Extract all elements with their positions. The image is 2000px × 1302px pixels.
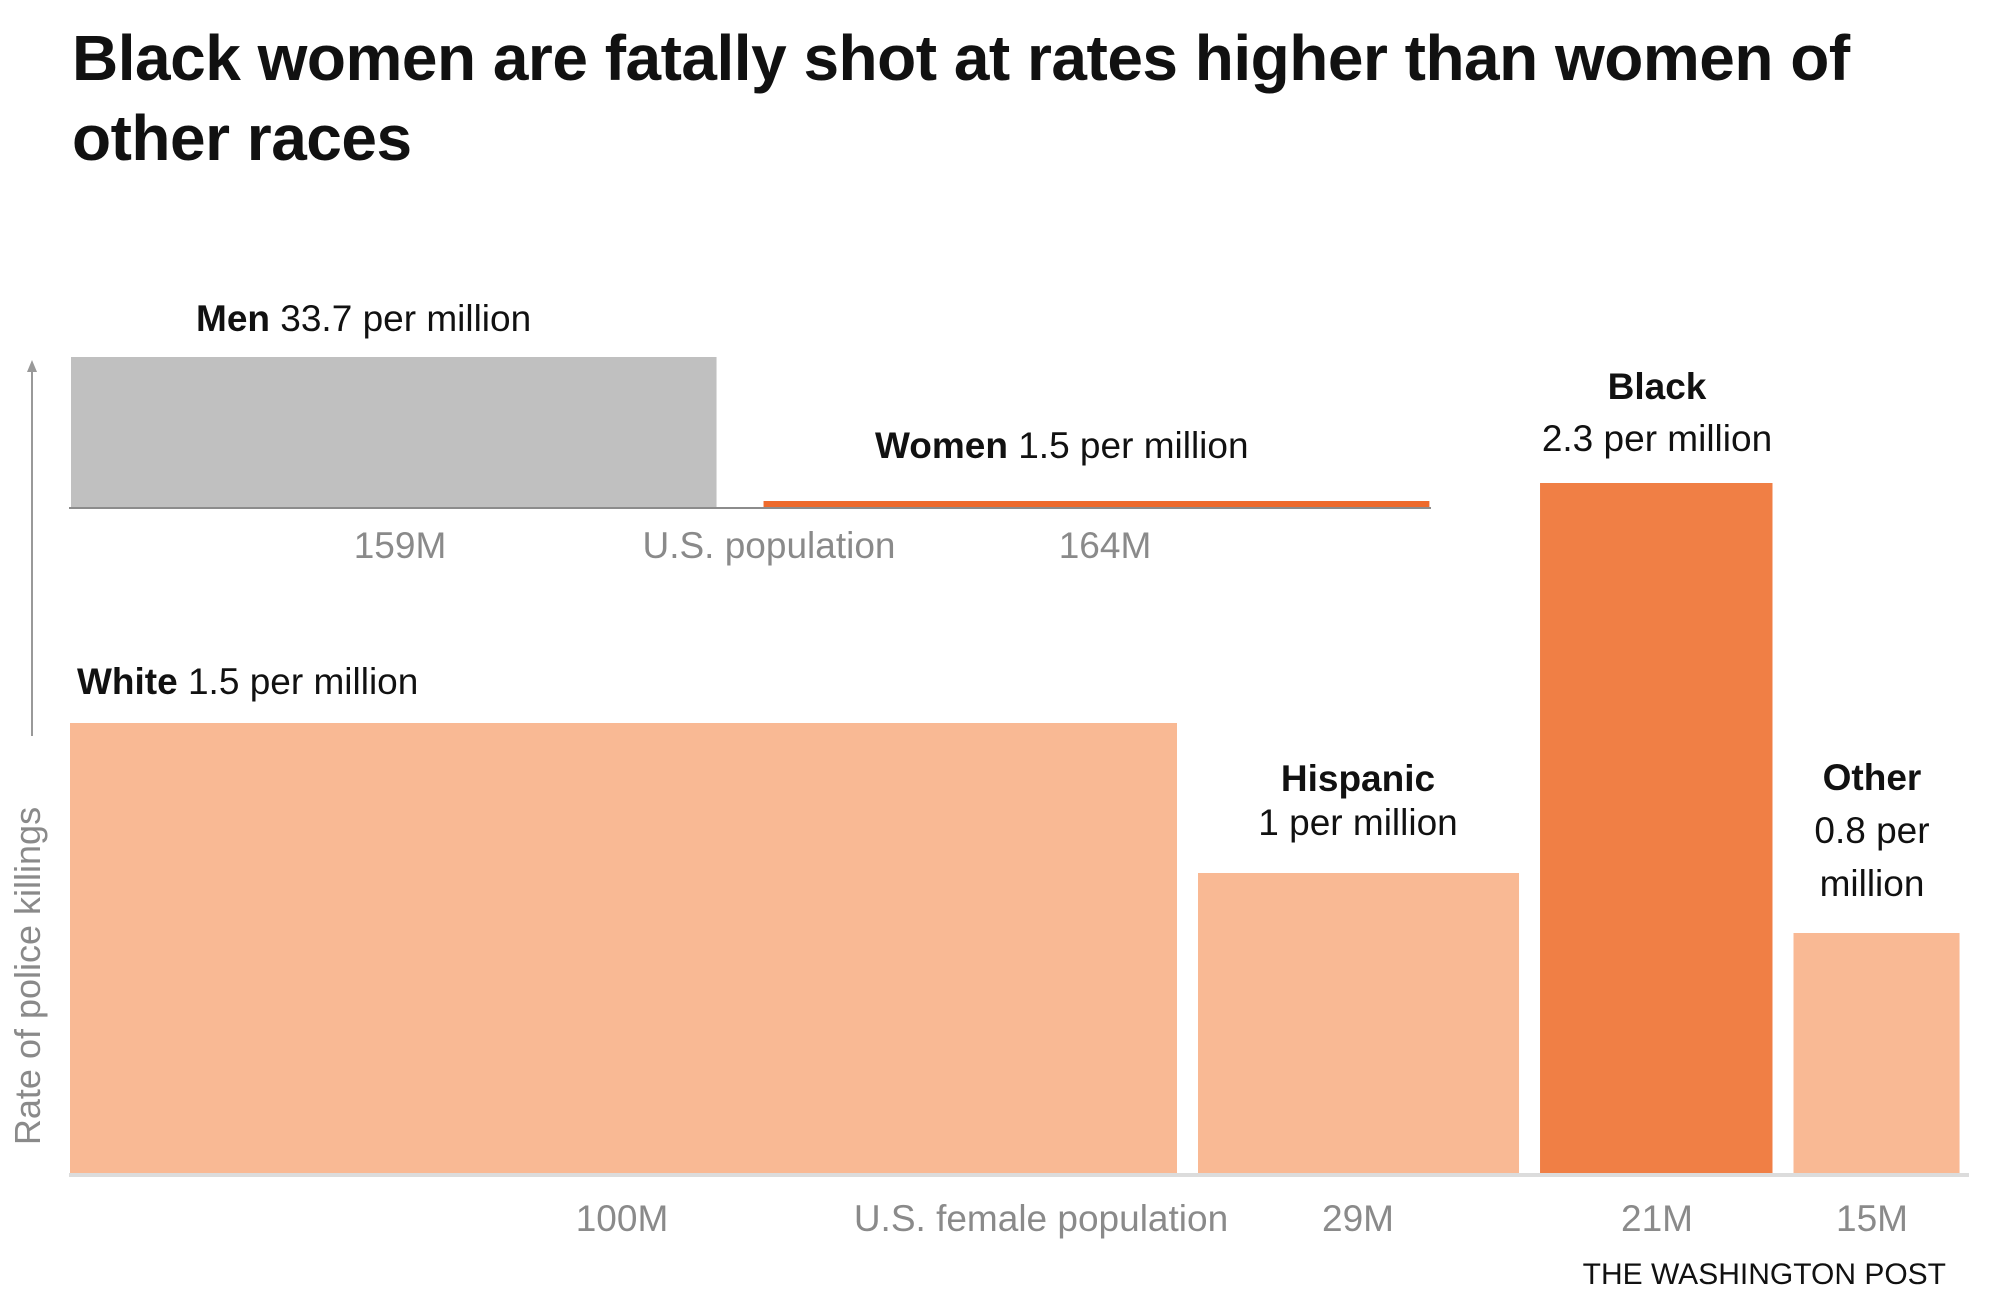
y-axis-arrowhead — [27, 360, 37, 372]
white-population-label: 100M — [575, 1198, 669, 1239]
other-category: Other — [1822, 757, 1922, 798]
black-category: Black — [1607, 366, 1707, 407]
bar-white — [70, 723, 1177, 1173]
bottom-x-axis-label: U.S. female population — [853, 1198, 1229, 1239]
bar-other — [1793, 933, 1960, 1173]
white-label: White 1.5 per million — [77, 660, 418, 704]
bottom-baseline — [69, 1173, 1969, 1177]
men-population-label: 159M — [353, 525, 447, 566]
other-label: Other 0.8 per million — [1802, 751, 1942, 910]
white-category: White — [77, 661, 178, 702]
bar-black — [1540, 483, 1773, 1173]
bar-women — [763, 501, 1430, 508]
other-population-label: 15M — [1836, 1198, 1908, 1239]
hispanic-label: Hispanic 1 per million — [1258, 757, 1457, 845]
chart-title: Black women are fatally shot at rates hi… — [72, 22, 1850, 174]
men-label: Men 33.7 per million — [196, 297, 531, 341]
women-label: Women 1.5 per million — [875, 424, 1249, 468]
hispanic-population-label: 29M — [1322, 1198, 1394, 1239]
women-population-label: 164M — [1058, 525, 1152, 566]
black-population-label: 21M — [1621, 1198, 1693, 1239]
bar-men — [71, 357, 717, 508]
men-category: Men — [196, 298, 270, 339]
top-x-axis-label: U.S. population — [642, 525, 896, 566]
hispanic-category: Hispanic — [1280, 758, 1436, 799]
credit: THE WASHINGTON POST — [1582, 1258, 1946, 1291]
bar-hispanic — [1198, 873, 1520, 1173]
women-value: 1.5 per million — [1018, 425, 1249, 466]
y-axis-label: Rate of police killings — [7, 806, 48, 1146]
hispanic-value: 1 per million — [1258, 802, 1458, 843]
black-label: Black 2.3 per million — [1542, 361, 1772, 465]
black-value: 2.3 per million — [1541, 418, 1773, 459]
white-value: 1.5 per million — [187, 661, 419, 702]
women-category: Women — [875, 425, 1008, 466]
other-value: 0.8 per million — [1814, 810, 1930, 904]
men-value: 33.7 per million — [280, 298, 532, 339]
